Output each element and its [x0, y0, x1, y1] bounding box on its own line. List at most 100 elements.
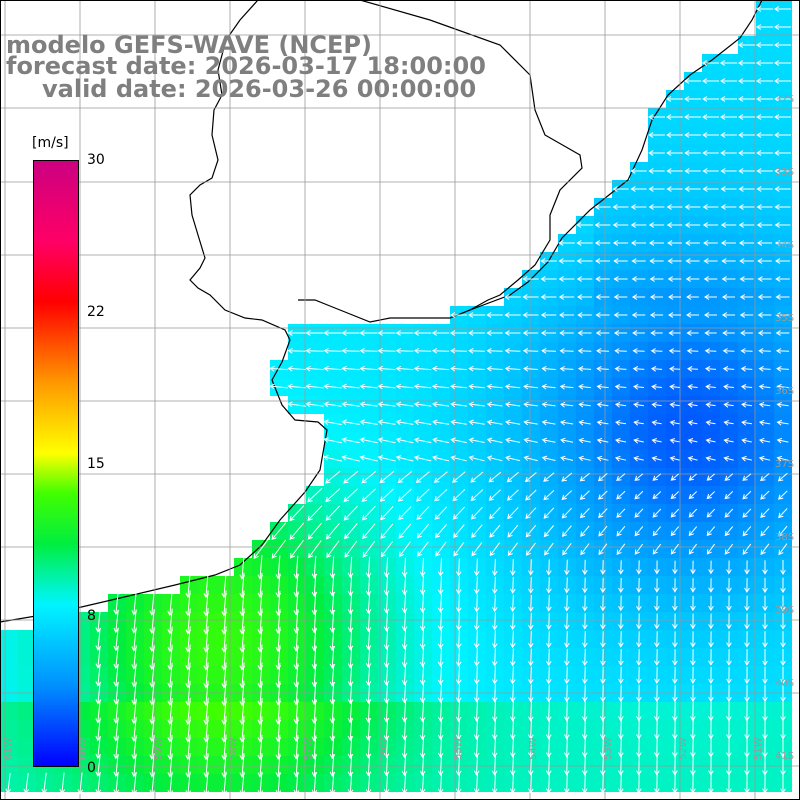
wind-arrow	[648, 204, 665, 210]
longitude-label: 61W	[3, 737, 14, 760]
wind-arrow	[724, 543, 734, 555]
wind-arrow	[636, 649, 642, 666]
wind-arrow	[780, 666, 786, 685]
wind-arrow	[432, 437, 450, 444]
wind-arrow	[434, 524, 447, 539]
wind-arrow	[468, 383, 485, 390]
wind-arrow	[432, 419, 450, 426]
wind-arrow	[289, 522, 305, 540]
wind-arrow	[648, 168, 665, 174]
wind-arrow	[636, 560, 642, 575]
wind-arrow	[365, 574, 372, 596]
wind-arrow	[435, 541, 447, 557]
wind-arrow	[491, 648, 498, 667]
wind-arrow	[377, 330, 396, 336]
wind-arrow	[326, 540, 340, 559]
wind-arrow	[720, 168, 737, 174]
wind-arrow	[654, 613, 660, 630]
wind-arrow	[758, 384, 771, 390]
wind-arrow	[468, 401, 485, 408]
wind-arrow	[613, 330, 628, 336]
wind-arrow	[740, 384, 753, 390]
wind-arrow	[648, 150, 665, 156]
wind-arrow	[401, 772, 408, 795]
wind-arrow	[688, 491, 698, 500]
wind-arrow	[666, 132, 683, 138]
wind-arrow	[617, 755, 624, 776]
wind-arrow	[755, 42, 774, 48]
wind-arrow	[527, 684, 534, 703]
wind-arrow	[686, 312, 699, 318]
wind-arrow	[383, 593, 390, 614]
wind-arrow	[452, 506, 465, 520]
longitude-label: 60W	[78, 737, 89, 760]
wind-arrow	[437, 594, 444, 613]
wind-arrow	[41, 772, 48, 795]
wind-arrow	[633, 384, 645, 390]
colorbar-tick-8: 8	[87, 608, 96, 624]
wind-arrow	[706, 543, 716, 555]
wind-arrow	[257, 771, 264, 796]
wind-arrow	[563, 701, 570, 722]
wind-arrow	[563, 719, 570, 740]
wind-arrow	[470, 506, 483, 520]
wind-arrow	[491, 701, 498, 722]
wind-arrow	[509, 559, 516, 576]
wind-arrow	[652, 473, 662, 481]
wind-arrow	[504, 383, 521, 390]
longitude-label: 51W	[753, 737, 764, 760]
wind-arrow	[612, 222, 629, 228]
field-cell	[18, 738, 36, 756]
wind-arrow	[559, 348, 574, 354]
wind-arrow	[755, 6, 774, 12]
wind-arrow	[437, 718, 444, 741]
wind-arrow	[774, 132, 791, 138]
wind-arrow	[419, 665, 426, 686]
wind-arrow	[722, 348, 735, 354]
wind-arrow	[473, 576, 480, 595]
wind-arrow	[491, 719, 498, 740]
wind-arrow	[773, 42, 792, 48]
wind-arrow	[739, 294, 754, 300]
wind-arrow	[489, 507, 501, 520]
wind-arrow	[473, 737, 480, 758]
wind-arrow	[672, 613, 678, 630]
wind-arrow	[419, 754, 426, 777]
wind-arrow	[684, 114, 701, 120]
wind-arrow	[504, 401, 521, 408]
wind-arrow	[527, 577, 534, 594]
wind-arrow	[600, 648, 606, 666]
wind-arrow	[505, 455, 521, 462]
wind-arrow	[614, 402, 627, 408]
wind-arrow	[648, 222, 665, 228]
wind-arrow	[687, 438, 698, 444]
wind-arrow	[614, 348, 627, 354]
wind-arrow	[383, 629, 390, 650]
wind-arrow	[670, 473, 680, 481]
wind-arrow	[486, 419, 503, 426]
wind-arrow	[690, 649, 696, 666]
wind-arrow	[564, 630, 570, 648]
wind-arrow	[708, 613, 714, 630]
wind-arrow	[419, 629, 426, 650]
wind-arrow	[362, 540, 376, 558]
wind-arrow	[774, 240, 791, 246]
wind-arrow	[633, 420, 644, 426]
wind-arrow	[756, 150, 773, 156]
wind-arrow	[740, 366, 753, 372]
wind-arrow	[756, 96, 773, 102]
wind-arrow	[341, 455, 360, 462]
wind-arrow	[774, 204, 791, 210]
wind-arrow	[738, 150, 755, 156]
wind-arrow	[582, 613, 588, 630]
wind-arrow	[365, 772, 372, 795]
wind-arrow	[468, 455, 485, 462]
wind-arrow	[684, 96, 701, 102]
wind-arrow	[724, 526, 734, 537]
wind-arrow	[726, 666, 732, 684]
wind-arrow	[325, 505, 341, 521]
wind-arrow	[359, 383, 378, 390]
wind-arrow	[523, 437, 538, 444]
wind-arrow	[618, 701, 624, 722]
wind-arrow	[377, 455, 396, 462]
